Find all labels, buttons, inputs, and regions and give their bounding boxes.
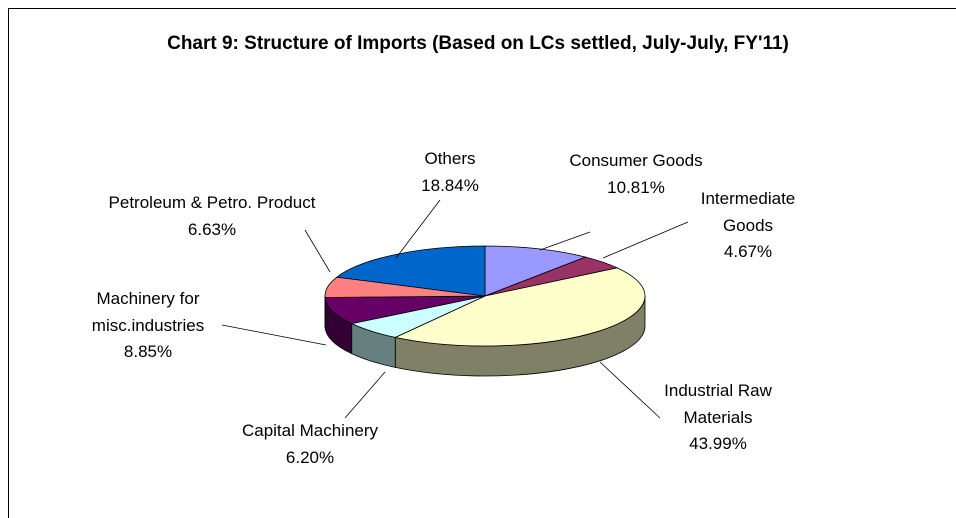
leader-lines bbox=[221, 199, 689, 419]
leader-line bbox=[344, 371, 386, 419]
data-label: Consumer Goods 10.81% bbox=[546, 148, 726, 201]
value-label: 8.85% bbox=[123, 342, 173, 361]
slice bbox=[335, 245, 486, 297]
category-label: Capital Machinery bbox=[241, 421, 379, 440]
slice bbox=[484, 245, 587, 297]
leader-line bbox=[602, 221, 689, 259]
value-label: 10.81% bbox=[607, 177, 665, 197]
value-label: 6.20% bbox=[285, 447, 335, 467]
pie-tops bbox=[324, 245, 646, 347]
category-label: Petroleum & Petro. Product bbox=[108, 193, 316, 212]
leader-line bbox=[221, 324, 327, 346]
data-label: Machinery for misc.industries 8.85% bbox=[58, 286, 238, 366]
leader-line bbox=[304, 229, 331, 273]
category-label: Consumer Goods bbox=[569, 151, 703, 170]
leader-line bbox=[539, 231, 591, 251]
data-label: Capital Machinery 6.20% bbox=[210, 418, 410, 471]
value-label: 6.63% bbox=[187, 219, 237, 239]
value-label: 4.67% bbox=[723, 242, 773, 261]
slice bbox=[394, 267, 646, 347]
slice bbox=[324, 295, 486, 325]
value-label: 18.84% bbox=[421, 175, 479, 195]
data-label: Petroleum & Petro. Product 6.63% bbox=[100, 190, 324, 243]
category-label: Intermediate Goods bbox=[700, 189, 796, 235]
value-label: 43.99% bbox=[689, 434, 747, 453]
category-label: Industrial Raw Materials bbox=[664, 381, 772, 427]
data-label: Industrial Raw Materials 43.99% bbox=[640, 378, 796, 458]
category-label: Machinery for misc.industries bbox=[91, 289, 205, 335]
category-label: Others bbox=[424, 149, 476, 168]
data-label: Intermediate Goods 4.67% bbox=[690, 186, 806, 266]
data-label: Others 18.84% bbox=[390, 146, 510, 199]
leader-line bbox=[395, 199, 441, 259]
chart-title: Chart 9: Structure of Imports (Based on … bbox=[167, 33, 789, 54]
leader-line bbox=[599, 361, 661, 419]
